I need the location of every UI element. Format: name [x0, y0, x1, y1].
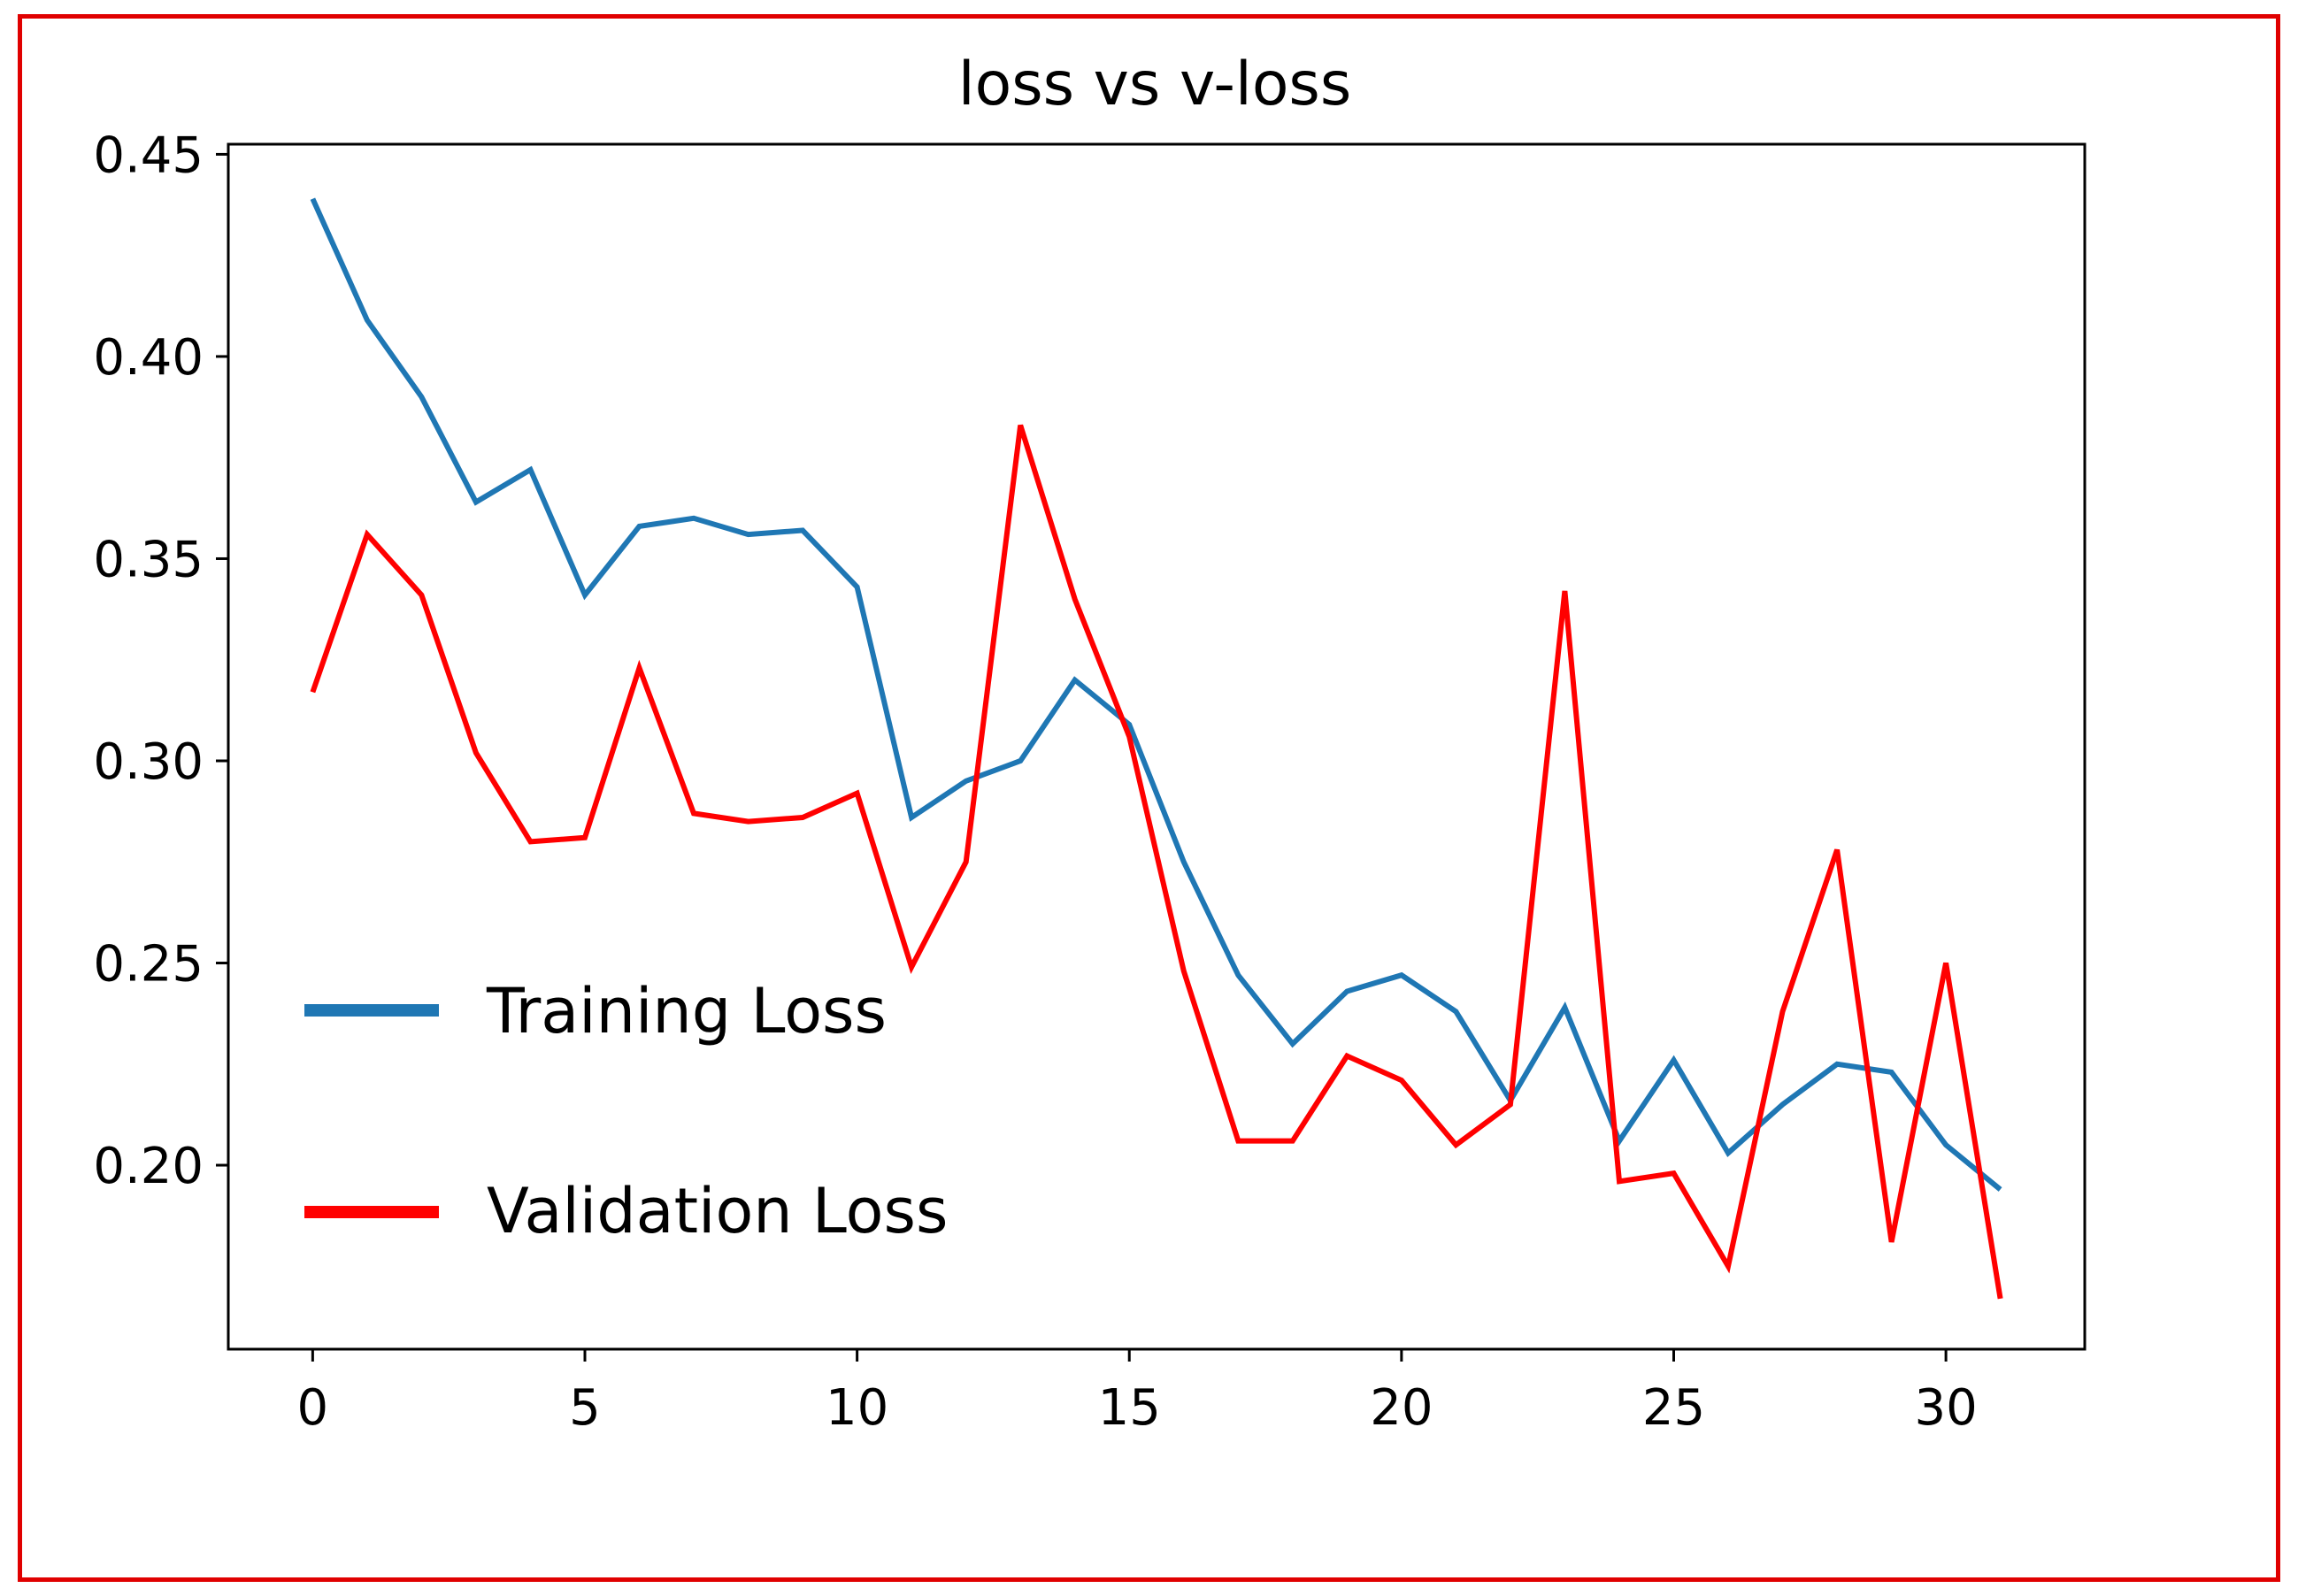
x-tick-label: 5 [569, 1379, 601, 1437]
y-tick-label: 0.20 [93, 1138, 204, 1195]
x-tick-label: 25 [1642, 1379, 1705, 1437]
x-tick-label: 0 [297, 1379, 329, 1437]
legend-label-validation-loss: Validation Loss [487, 1175, 948, 1247]
legend-label-training-loss: Training Loss [486, 975, 887, 1047]
chart-border-frame [18, 14, 2280, 1582]
legend: Training Loss Validation Loss [304, 975, 948, 1247]
y-axis: 0.20 0.25 0.30 0.35 0.40 0.45 [93, 127, 228, 1195]
series-layer [310, 197, 2003, 1300]
chart-title: loss vs v-loss [958, 50, 1352, 119]
plot-area-frame [227, 142, 2087, 1351]
y-tick-label: 0.40 [93, 329, 204, 387]
series-line-validation-loss [310, 424, 2003, 1300]
y-tick-label: 0.35 [93, 531, 204, 588]
x-axis: 0 5 10 15 20 25 30 [297, 1349, 1978, 1437]
series-line-training-loss [310, 197, 2002, 1192]
y-tick-label: 0.45 [93, 127, 204, 184]
y-tick-label: 0.30 [93, 733, 204, 791]
x-tick-label: 20 [1370, 1379, 1433, 1437]
x-tick-label: 30 [1914, 1379, 1977, 1437]
y-tick-label: 0.25 [93, 936, 204, 994]
x-tick-label: 10 [826, 1379, 888, 1437]
x-tick-label: 15 [1098, 1379, 1161, 1437]
